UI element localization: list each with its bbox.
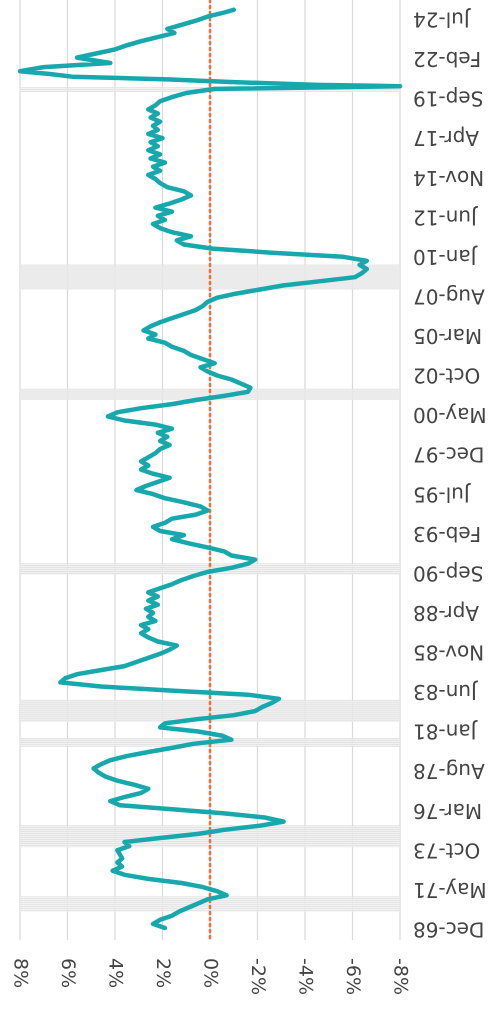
x-tick-label: Apr-17: [413, 126, 479, 150]
y-tick-label: 0%: [200, 958, 222, 988]
x-tick-label: Jul-24: [413, 8, 472, 32]
series-line: [17, 7, 403, 931]
x-tick-label: Jan-81: [413, 720, 479, 744]
x-tick-label: Apr-88: [413, 601, 479, 625]
x-tick-label: Mar-76: [413, 799, 482, 823]
y-tick-label: -8%: [390, 958, 412, 995]
x-tick-labels: Dec-68 May-71 Oct-73 Mar-76 Aug-78 Jan-81 Jun-…: [413, 8, 487, 942]
x-tick-label: Dec-68: [413, 918, 484, 942]
y-tick-label: 2%: [152, 958, 174, 988]
x-tick-label: Sep-19: [413, 87, 483, 111]
y-tick-label: -4%: [295, 958, 317, 995]
x-tick-label: Oct-73: [413, 838, 480, 862]
x-tick-label: May-71: [413, 878, 487, 902]
x-tick-label: Nov-85: [413, 641, 484, 665]
x-tick-label: Jun-12: [413, 205, 479, 229]
x-tick-label: Sep-90: [413, 561, 483, 585]
y-tick-label: 6%: [57, 958, 79, 988]
x-tick-label: Aug-78: [413, 759, 485, 783]
y-tick-labels: 8% 6% 4% 2% 0% -2% -4% -6% -8%: [10, 958, 412, 995]
x-tick-label: Mar-05: [413, 324, 482, 348]
y-tick-label: 4%: [105, 958, 127, 988]
series-lines: [17, 7, 403, 931]
x-tick-label: Jan-10: [413, 245, 479, 269]
y-tick-label: -2%: [247, 958, 269, 995]
y-tick-label: -6%: [342, 958, 364, 995]
x-tick-label: Jun-83: [413, 680, 479, 704]
x-tick-label: Aug-07: [413, 285, 485, 309]
x-tick-label: Feb-93: [413, 522, 481, 546]
x-tick-label: Jul-95: [413, 482, 472, 506]
x-tick-label: Oct-02: [413, 364, 480, 388]
x-tick-label: Nov-14: [413, 166, 484, 190]
x-tick-label: Dec-97: [413, 443, 484, 467]
y-tick-label: 8%: [10, 958, 32, 988]
x-tick-label: May-00: [413, 403, 487, 427]
x-tick-label: Feb-22: [413, 47, 481, 71]
